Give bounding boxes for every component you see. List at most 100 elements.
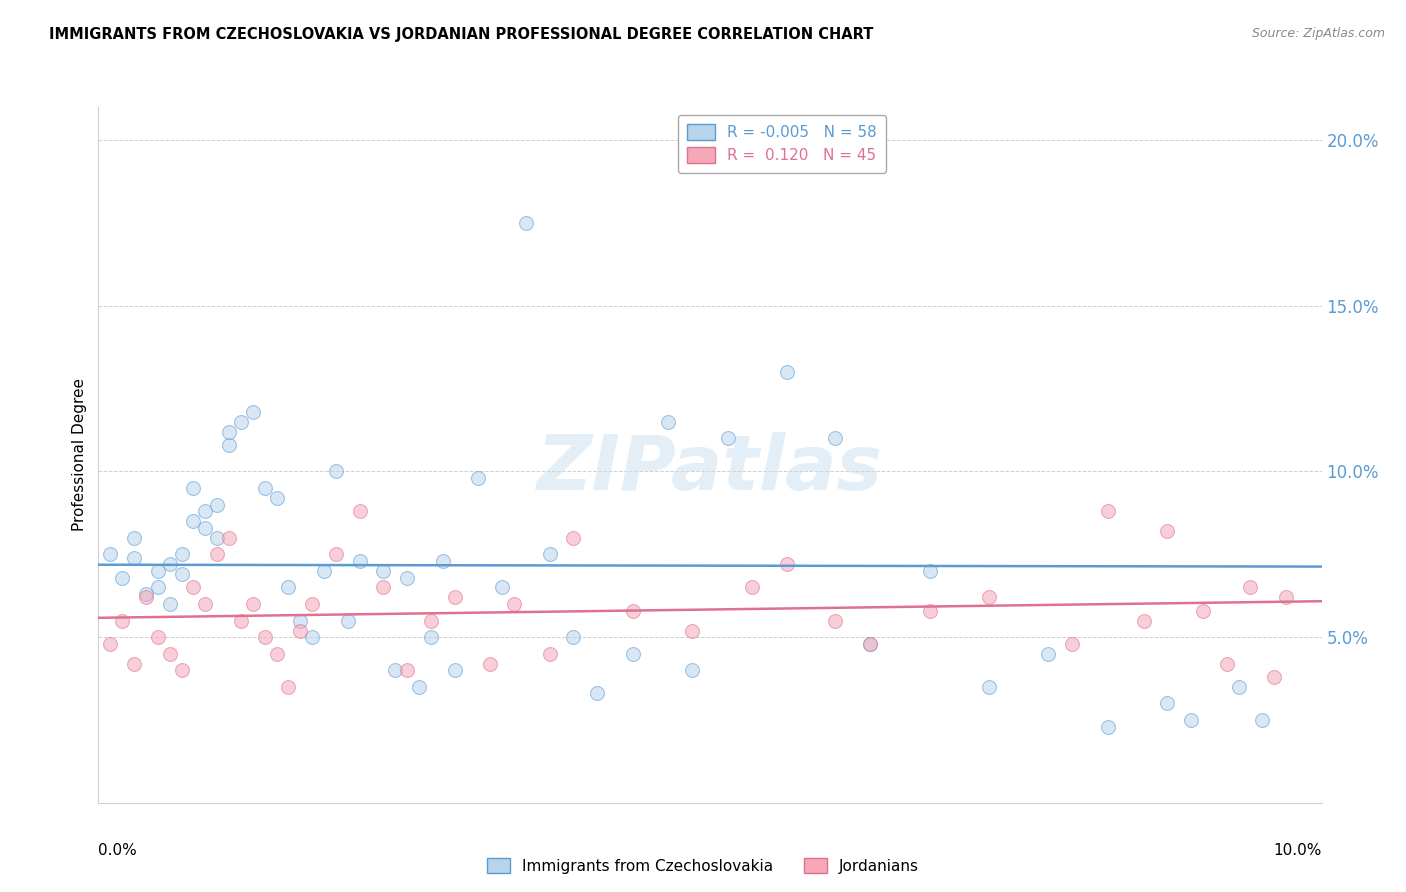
Point <box>194 597 217 611</box>
Point <box>98 637 121 651</box>
Point <box>1192 604 1215 618</box>
Point <box>218 531 240 545</box>
Point <box>1227 680 1250 694</box>
Point <box>562 531 585 545</box>
Point <box>1132 614 1154 628</box>
Point <box>146 581 169 595</box>
Point <box>194 504 217 518</box>
Y-axis label: Professional Degree: Professional Degree <box>72 378 87 532</box>
Point <box>183 581 205 595</box>
Point <box>918 604 941 618</box>
Point <box>266 491 288 505</box>
Point <box>538 547 561 561</box>
Point <box>1038 647 1060 661</box>
Point <box>122 550 145 565</box>
Point <box>229 614 252 628</box>
Point <box>408 680 430 694</box>
Point <box>1251 713 1274 727</box>
Point <box>1097 504 1119 518</box>
Point <box>111 614 134 628</box>
Point <box>479 657 502 671</box>
Point <box>432 554 454 568</box>
Point <box>253 481 276 495</box>
Point <box>1275 591 1298 605</box>
Point <box>681 624 703 638</box>
Point <box>717 431 740 445</box>
Point <box>266 647 288 661</box>
Point <box>170 567 193 582</box>
Point <box>420 630 443 644</box>
Point <box>135 587 157 601</box>
Point <box>301 597 323 611</box>
Point <box>290 624 312 638</box>
Point <box>111 570 134 584</box>
Point <box>443 663 465 677</box>
Point <box>194 521 217 535</box>
Point <box>1263 670 1285 684</box>
Text: 10.0%: 10.0% <box>1274 843 1322 858</box>
Point <box>146 564 169 578</box>
Point <box>349 504 371 518</box>
Point <box>586 686 609 700</box>
Text: ZIPatlas: ZIPatlas <box>537 432 883 506</box>
Point <box>373 581 395 595</box>
Point <box>159 558 181 572</box>
Point <box>1180 713 1202 727</box>
Point <box>621 647 644 661</box>
Point <box>503 597 526 611</box>
Point <box>373 564 395 578</box>
Point <box>205 498 228 512</box>
Point <box>242 405 264 419</box>
Point <box>1062 637 1084 651</box>
Point <box>1239 581 1261 595</box>
Point <box>135 591 157 605</box>
Point <box>657 415 679 429</box>
Point <box>253 630 276 644</box>
Point <box>918 564 941 578</box>
Point <box>229 415 252 429</box>
Point <box>349 554 371 568</box>
Point <box>977 680 1000 694</box>
Text: 0.0%: 0.0% <box>98 843 138 858</box>
Point <box>122 531 145 545</box>
Point <box>396 570 419 584</box>
Point <box>1215 657 1237 671</box>
Point <box>122 657 145 671</box>
Point <box>183 481 205 495</box>
Text: IMMIGRANTS FROM CZECHOSLOVAKIA VS JORDANIAN PROFESSIONAL DEGREE CORRELATION CHAR: IMMIGRANTS FROM CZECHOSLOVAKIA VS JORDAN… <box>49 27 873 42</box>
Point <box>824 431 846 445</box>
Point <box>776 558 799 572</box>
Point <box>741 581 763 595</box>
Point <box>420 614 443 628</box>
Point <box>977 591 1000 605</box>
Point <box>859 637 882 651</box>
Point <box>621 604 644 618</box>
Point <box>205 547 228 561</box>
Text: Source: ZipAtlas.com: Source: ZipAtlas.com <box>1251 27 1385 40</box>
Point <box>98 547 121 561</box>
Point <box>562 630 585 644</box>
Point <box>515 216 537 230</box>
Point <box>467 471 489 485</box>
Point <box>396 663 419 677</box>
Point <box>290 614 312 628</box>
Point <box>277 680 299 694</box>
Point <box>218 425 240 439</box>
Point <box>242 597 264 611</box>
Point <box>159 597 181 611</box>
Point <box>312 564 335 578</box>
Point <box>325 547 347 561</box>
Legend: R = -0.005   N = 58, R =  0.120   N = 45: R = -0.005 N = 58, R = 0.120 N = 45 <box>678 115 886 173</box>
Point <box>183 514 205 528</box>
Point <box>301 630 323 644</box>
Point <box>1156 697 1178 711</box>
Point <box>325 465 347 479</box>
Point <box>277 581 299 595</box>
Point <box>205 531 228 545</box>
Point <box>776 365 799 379</box>
Point <box>170 663 193 677</box>
Point <box>159 647 181 661</box>
Point <box>1156 524 1178 538</box>
Point <box>384 663 406 677</box>
Point <box>681 663 703 677</box>
